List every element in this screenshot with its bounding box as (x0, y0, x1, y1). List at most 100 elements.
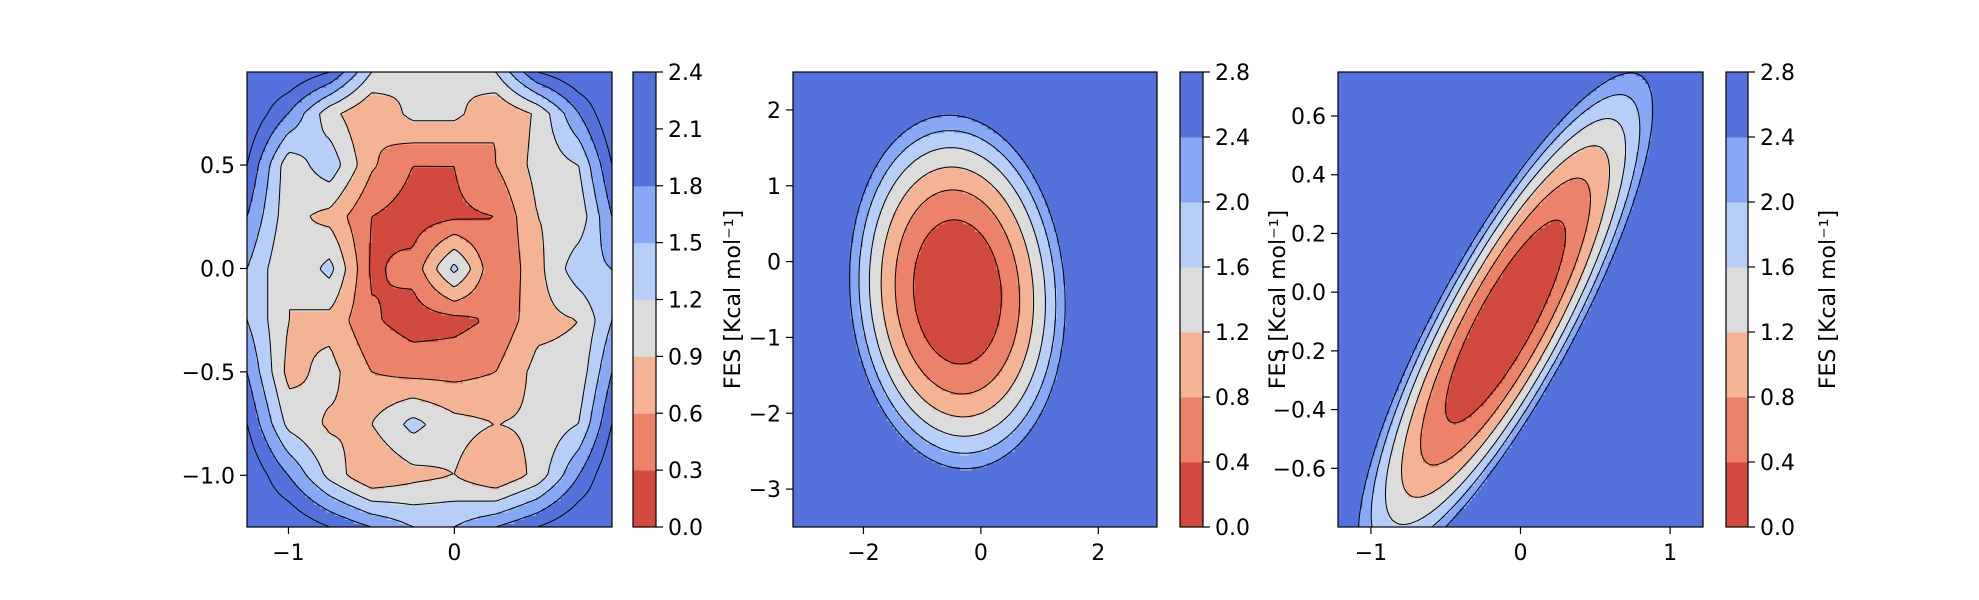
colorbar-tick-label: 1.6 (1215, 256, 1250, 281)
fes-panel-3: −1 0 1 −0.6 −0.4 −0.2 0.0 0.2 0.4 0.6 0.0 0.4 0.8 1.2… (1273, 61, 1841, 566)
colorbar-band (1726, 332, 1748, 398)
colorbar-label: FES [Kcal mol⁻¹] (1816, 210, 1841, 389)
contour-line-level-2 (346, 142, 522, 383)
colorbar: 0.0 0.4 0.8 1.2 1.6 2.0 2.4 2.8 FES [Kcal mol⁻¹] (1179, 61, 1291, 541)
colorbar-band (633, 72, 656, 130)
contour-fill-region (793, 72, 1158, 528)
y-tick-label: −0.5 (182, 361, 235, 386)
fes-panel-1: −1 0 −1.0 −0.5 0.0 0.5 0.0 0.3 0.6 0.9 1.2 1.5 1.8 2.… (182, 61, 746, 566)
colorbar-tick-label: 0.8 (1215, 386, 1250, 411)
colorbar-label: FES [Kcal mol⁻¹] (721, 210, 746, 389)
colorbar-tick-label: 0.0 (668, 516, 703, 541)
colorbar-tick-label: 0.0 (1215, 516, 1250, 541)
colorbar-band (1726, 137, 1748, 203)
contour-line-level-7 (246, 71, 613, 528)
colorbar-tick-label: 2.4 (668, 61, 703, 86)
contour-line-level-6 (1358, 72, 1654, 528)
axes-frame (792, 71, 1158, 528)
colorbar-tick-label: 0.9 (668, 345, 703, 370)
colorbar-band (1180, 332, 1203, 398)
colorbar-band (1180, 202, 1203, 268)
colorbar-tick-label: 1.2 (1215, 321, 1250, 346)
x-tick-label: −1 (272, 541, 304, 566)
contour-line-level-1 (912, 219, 1002, 365)
x-tick-label: −2 (847, 541, 879, 566)
colorbar-tick-label: 0.3 (668, 459, 703, 484)
colorbar-tick-label: 0.4 (1215, 451, 1250, 476)
contour-line-level-4 (1384, 118, 1627, 525)
colorbar-band (1180, 397, 1203, 463)
colorbar-frame (1179, 71, 1204, 528)
y-tick-label: 0.6 (1291, 105, 1326, 130)
contour-line-level-1 (1445, 219, 1567, 424)
y-tick-label: −1.0 (182, 464, 235, 489)
y-tick-label: 0 (767, 251, 781, 276)
y-tick-label: −1 (749, 326, 781, 351)
colorbar-band (633, 413, 656, 471)
colorbar-tick-label: 2.0 (1215, 191, 1250, 216)
y-tick-label: 0.0 (1291, 281, 1326, 306)
colorbar-band (633, 128, 656, 187)
y-tick-label: −2 (749, 402, 781, 427)
colorbar: 0.0 0.3 0.6 0.9 1.2 1.5 1.8 2.1 2.4 FES [Kcal mol… (632, 61, 746, 541)
x-tick-label: 0 (974, 541, 988, 566)
colorbar-tick-label: 2.4 (1215, 126, 1250, 151)
colorbar: 0.0 0.4 0.8 1.2 1.6 2.0 2.4 2.8 FES [Kcal mol⁻¹] (1725, 61, 1841, 541)
contour-line-level-3 (880, 166, 1035, 418)
contour-fill-region (247, 72, 613, 528)
colorbar-band (1180, 72, 1203, 138)
x-tick-label: −1 (1355, 541, 1387, 566)
y-tick-label: −0.4 (1273, 399, 1326, 424)
colorbar-tick-label: 2.0 (1760, 191, 1795, 216)
x-tick-label: 2 (1091, 541, 1105, 566)
y-tick-label: −3 (749, 478, 781, 503)
colorbar-tick-label: 1.2 (668, 289, 703, 314)
contour-line-level-3 (1401, 145, 1610, 498)
colorbar-band (633, 185, 656, 244)
contour-lines (246, 71, 613, 528)
y-tick-label: 0.2 (1291, 222, 1326, 247)
contour-lines (849, 114, 1066, 470)
colorbar-band (1180, 267, 1203, 333)
colorbar-tick-label: 2.1 (668, 118, 703, 143)
colorbar-tick-label: 2.4 (1760, 126, 1795, 151)
colorbar-band (1726, 202, 1748, 268)
contour-fill-region (1338, 72, 1704, 528)
colorbar-band (633, 470, 656, 528)
contour-line-level-3 (283, 71, 578, 489)
x-tick-label: 0 (1514, 541, 1528, 566)
colorbar-tick-label: 1.2 (1760, 321, 1795, 346)
colorbar-band (1726, 267, 1748, 333)
contour-line-level-2 (1420, 177, 1591, 466)
y-tick-label: −0.6 (1273, 457, 1326, 482)
y-tick-label: 0.5 (200, 154, 235, 179)
colorbar-tick-label: 2.8 (1760, 61, 1795, 86)
colorbar-band (1726, 72, 1748, 138)
colorbar-band (1726, 462, 1748, 528)
y-tick-label: −0.2 (1273, 340, 1326, 365)
colorbar-tick-label: 0.6 (668, 402, 703, 427)
fes-panel-2: −2 0 2 −3 −2 −1 0 1 2 0.0 0.4 0.8 1.2 1.6 2.0 2.4 2.8 FES… (749, 61, 1291, 566)
colorbar-frame (1725, 71, 1749, 528)
colorbar-tick-label: 0.8 (1760, 386, 1795, 411)
axes-frame (246, 71, 613, 528)
contour-line-level-6 (849, 114, 1066, 470)
x-tick-label: 0 (447, 541, 461, 566)
contour-line-level-4 (267, 71, 596, 506)
colorbar-label: FES [Kcal mol⁻¹] (1266, 210, 1291, 389)
colorbar-tick-label: 0.4 (1760, 451, 1795, 476)
y-tick-label: 0.4 (1291, 164, 1326, 189)
colorbar-band (1180, 462, 1203, 528)
contour-lines (1358, 72, 1654, 528)
contour-line-level-5 (1370, 94, 1641, 528)
colorbar-tick-label: 0.0 (1760, 516, 1795, 541)
colorbar-tick-label: 1.5 (668, 232, 703, 257)
contour-line-level-1 (369, 165, 494, 343)
y-tick-label: 2 (767, 99, 781, 124)
colorbar-band (633, 242, 656, 301)
y-tick-label: 0.0 (200, 257, 235, 282)
colorbar-band (633, 356, 656, 414)
contour-line-level-4 (868, 147, 1046, 437)
contour-line-level-2 (894, 189, 1021, 395)
